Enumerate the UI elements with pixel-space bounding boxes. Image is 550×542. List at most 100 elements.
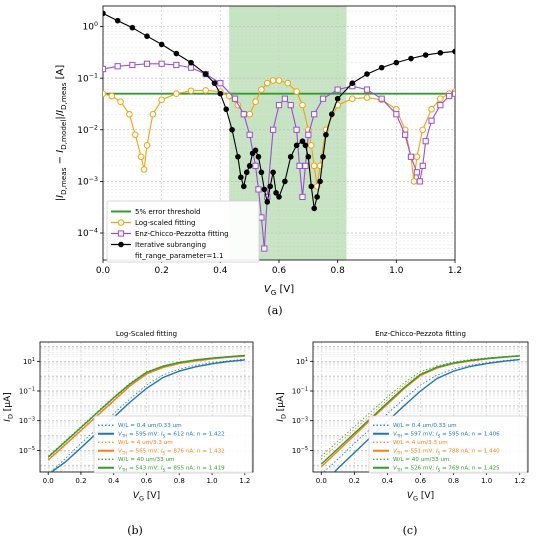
legend: 5% error threshold Log-scaled fitting Enz-… — [106, 200, 260, 263]
x-tick-label: 1.0 — [206, 477, 217, 485]
x-tick-label: 0.6 — [415, 477, 427, 485]
series-line — [103, 79, 455, 187]
legend-label: VTH​ = 565 mV; IS​ = 876 nA; n = 1.432 — [118, 449, 225, 456]
data-point — [293, 142, 300, 149]
legend-box — [93, 415, 253, 474]
data-point — [270, 126, 277, 133]
data-point — [241, 183, 247, 190]
data-point — [229, 126, 235, 133]
data-point — [293, 88, 300, 95]
x-tick-label: 0.0 — [43, 477, 54, 485]
data-point — [255, 153, 262, 160]
data-point — [334, 86, 341, 93]
data-point — [282, 178, 288, 185]
data-point — [410, 178, 418, 185]
data-point — [314, 194, 320, 200]
y-tick-label: 10−2 — [77, 124, 98, 136]
data-point — [140, 166, 148, 173]
data-point — [126, 110, 133, 118]
data-point — [269, 77, 277, 84]
x-axis-label: VG​ [V] — [407, 491, 434, 503]
data-point — [158, 41, 165, 48]
data-point — [117, 98, 124, 105]
legend-label: W/L = 4 um/3.3 um — [118, 440, 173, 446]
data-point — [422, 138, 429, 145]
data-point — [422, 52, 429, 58]
data-point — [158, 96, 165, 104]
legend-label: Log-scaled fitting — [135, 219, 195, 227]
caption-a: (a) — [267, 304, 283, 317]
data-point — [320, 153, 326, 160]
y-axis-label: |ID,meas​ − ID,model​|/ID,meas​ [A] — [55, 65, 68, 202]
x-tick-label: 1.0 — [389, 266, 404, 276]
series-group — [103, 10, 455, 252]
data-point — [258, 214, 265, 221]
data-point — [252, 147, 259, 154]
data-point — [363, 86, 371, 93]
x-tick-label: 1.2 — [448, 266, 462, 276]
data-point — [378, 95, 385, 102]
y-tick-label: 101 — [296, 357, 308, 366]
data-point — [187, 87, 195, 95]
y-axis-label: ID​ [µA] — [3, 392, 15, 421]
data-point — [173, 61, 180, 69]
legend-label: VTH​ = 526 mV; IS​ = 769 nA; n = 1.425 — [393, 466, 500, 473]
data-point — [246, 110, 253, 118]
data-point — [287, 102, 294, 109]
legend-label: W/L = 4 um/3.3 um — [393, 440, 448, 446]
data-point — [103, 90, 107, 97]
data-point — [299, 193, 306, 201]
legend-label: VTH​ = 595 mV; IS​ = 612 nA; n = 1.422 — [118, 432, 225, 439]
x-tick-label: 1.2 — [239, 477, 250, 485]
series-line — [321, 355, 520, 457]
x-tick-label: 0.0 — [96, 266, 111, 276]
data-point — [238, 174, 244, 181]
legend-box — [106, 200, 260, 263]
data-point — [267, 183, 274, 190]
data-point — [419, 126, 427, 134]
y-tick-label: 10−3 — [292, 416, 308, 425]
series-group — [320, 355, 520, 472]
y-tick-label: 10−1 — [77, 73, 98, 85]
y-tick-label: 10−1 — [19, 387, 35, 396]
data-point — [103, 10, 106, 17]
data-point — [310, 162, 318, 170]
data-point — [202, 71, 209, 77]
data-point — [319, 95, 327, 102]
data-point — [144, 33, 150, 39]
data-point — [416, 178, 423, 185]
series-line — [333, 358, 520, 472]
data-point — [252, 162, 259, 169]
data-point — [407, 153, 415, 160]
data-point — [258, 86, 265, 93]
data-point — [173, 50, 180, 57]
data-point — [302, 162, 309, 169]
x-tick-label: 0.4 — [108, 477, 120, 485]
data-point — [437, 102, 444, 109]
data-point — [240, 111, 247, 118]
data-point — [275, 102, 283, 109]
data-point — [284, 79, 292, 87]
data-point — [308, 183, 315, 190]
data-point — [363, 94, 371, 101]
data-point — [281, 95, 288, 102]
x-tick-label: 1.0 — [481, 477, 492, 485]
series-line — [320, 355, 520, 465]
data-point — [305, 153, 312, 160]
chart-a: 0.0 0.2 0.4 0.6 0.8 1.0 1.2 10−4 10−3 10−2 10−1 100… — [55, 5, 462, 297]
chart-title: Log-Scaled fitting — [116, 330, 177, 338]
legend-label: fit_range_parameter=1.1 — [135, 252, 223, 260]
legend: W/L = 0.4 um/0.33 um VTH​ = 597 mV; IS​ =… — [368, 415, 528, 474]
x-tick-label: 0.6 — [141, 477, 153, 485]
data-point — [311, 205, 318, 212]
data-point — [103, 65, 107, 73]
legend-label: W/L = 40 um/33 um — [393, 457, 449, 463]
data-point — [261, 186, 268, 193]
data-point — [231, 95, 239, 102]
data-point — [413, 169, 420, 176]
data-point — [270, 169, 276, 176]
data-point — [413, 153, 421, 161]
x-tick-label: 0.4 — [382, 477, 394, 485]
data-point — [246, 131, 253, 138]
data-point — [446, 92, 453, 100]
